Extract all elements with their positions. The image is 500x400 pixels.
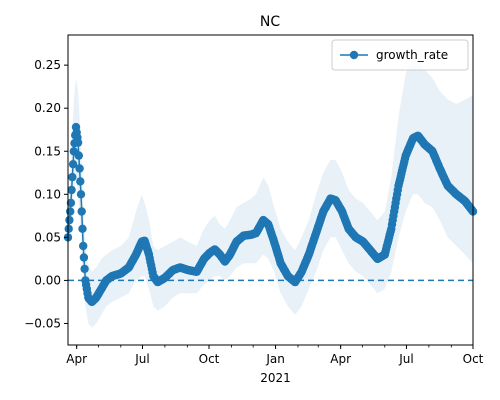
confidence-band-0	[68, 56, 473, 328]
chart-title: NC	[260, 14, 280, 30]
y-tick-label: 0.15	[34, 144, 61, 158]
y-tick-label: 0.00	[34, 273, 61, 287]
data-point	[73, 138, 83, 147]
x-tick-label: Oct	[199, 352, 220, 366]
y-tick-label: 0.10	[34, 187, 61, 201]
data-point	[76, 190, 86, 199]
data-point	[75, 164, 84, 173]
data-point	[65, 215, 74, 225]
legend: growth_rate	[331, 39, 469, 71]
plot-frame	[67, 34, 474, 346]
x-tick-label: Jan	[265, 352, 285, 366]
x-tick-label: Jul	[134, 352, 149, 366]
y-tick-label: 0.25	[34, 58, 61, 72]
data-point	[79, 241, 88, 251]
data-point	[66, 198, 76, 208]
data-point	[79, 253, 89, 262]
legend-label: growth_rate	[376, 48, 448, 62]
data-point	[80, 264, 89, 274]
data-point	[67, 185, 76, 195]
data-point	[76, 177, 85, 186]
y-tick-label: 0.05	[34, 230, 61, 244]
x-tick-label: Apr	[330, 352, 351, 366]
series-layer	[63, 122, 478, 307]
axes-layer: −0.05 0.00 0.05 0.10 0.15 0.20 0.25 Apr Jul Oct Ja…	[24, 34, 484, 385]
data-point	[68, 172, 77, 182]
data-point	[64, 224, 73, 233]
legend-box	[331, 39, 469, 71]
confidence-band-layer	[68, 56, 473, 328]
x-year-label: 2021	[260, 371, 291, 385]
data-point	[68, 160, 78, 169]
x-tick-label: Jul	[398, 352, 413, 366]
x-tick-label: Oct	[463, 352, 484, 366]
x-tick-label: Apr	[66, 352, 87, 366]
data-point	[77, 207, 86, 216]
data-point	[78, 224, 87, 233]
y-tick-label: 0.20	[34, 101, 61, 115]
y-tick-label: −0.05	[24, 316, 61, 330]
legend-marker	[349, 50, 359, 60]
data-point	[66, 207, 75, 216]
data-point	[74, 151, 84, 160]
